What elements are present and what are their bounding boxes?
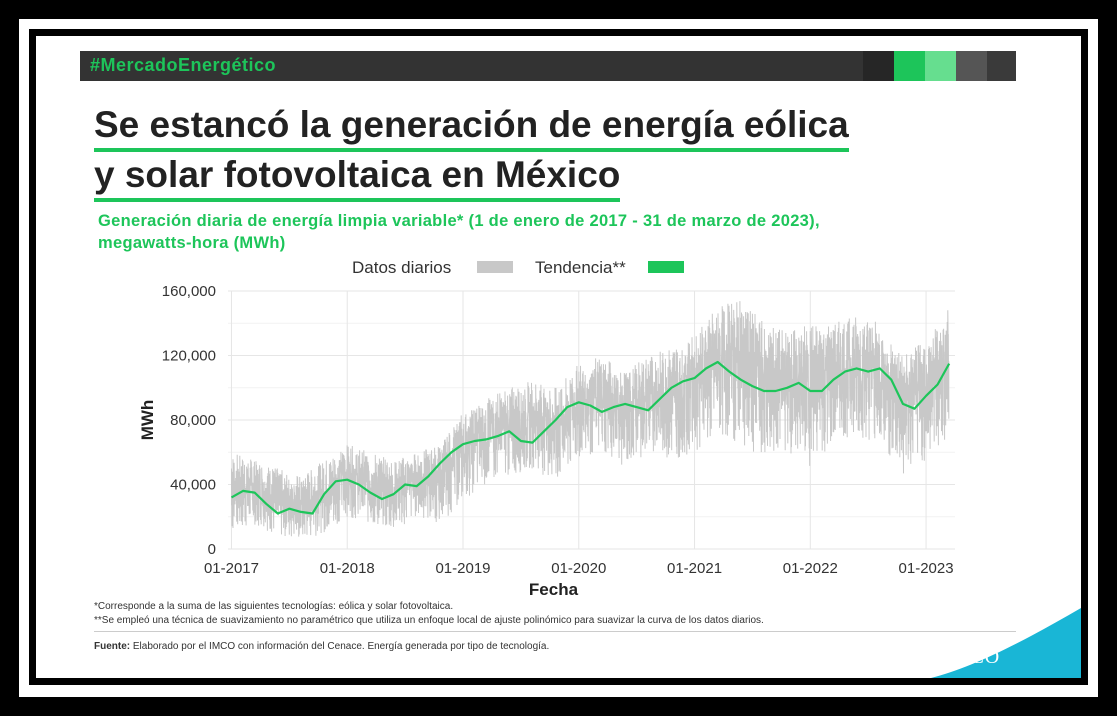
y-tick-label: 120,000 <box>162 348 216 365</box>
page-title: Se estancó la generación de energía eóli… <box>94 102 849 202</box>
divider <box>94 631 1016 632</box>
y-tick-label: 160,000 <box>162 283 216 300</box>
source-text: Fuente: Elaborado por el IMCO con inform… <box>94 641 549 652</box>
y-tick-label: 40,000 <box>170 477 216 494</box>
x-tick-label: 01-2017 <box>204 560 259 577</box>
banner-square <box>987 51 1016 81</box>
x-tick-label: 01-2021 <box>667 560 722 577</box>
subtitle-line-2: megawatts-hora (MWh) <box>98 234 286 252</box>
x-tick-label: 01-2023 <box>899 560 954 577</box>
title-line-2: y solar fotovoltaica en México <box>94 152 621 202</box>
footnote-1: *Corresponde a la suma de las siguientes… <box>94 601 454 612</box>
footnote-2: **Se empleó una técnica de suavizamiento… <box>94 615 764 626</box>
banner-square <box>863 51 894 81</box>
chart: 0 40,000 80,000 120,000 160,000 01-2017 01-201… <box>138 258 955 596</box>
banner-square <box>894 51 925 81</box>
hashtag-banner: #MercadoEnergético <box>80 51 1016 81</box>
legend-swatch-daily <box>477 261 513 273</box>
source-label: Fuente: <box>94 641 131 652</box>
x-tick-label: 01-2022 <box>783 560 838 577</box>
footnotes: *Corresponde a la suma de las siguientes… <box>94 600 764 628</box>
legend-swatch-trend <box>648 261 684 273</box>
subtitle-line-1: Generación diaria de energía limpia vari… <box>98 212 820 230</box>
x-tick-label: 01-2018 <box>320 560 375 577</box>
y-tick-label: 0 <box>208 541 216 558</box>
y-tick-label: 80,000 <box>170 412 216 429</box>
banner-square <box>925 51 956 81</box>
y-axis-title: MWh <box>138 400 157 441</box>
x-tick-label: 01-2020 <box>551 560 606 577</box>
banner-square <box>956 51 987 81</box>
daily-data-series <box>231 301 950 537</box>
x-axis-title: Fecha <box>529 580 579 596</box>
chart-subtitle: Generación diaria de energía limpia vari… <box>98 210 988 254</box>
slide: #MercadoEnergético Se estancó la generac… <box>36 36 1081 678</box>
source-body: Elaborado por el IMCO con información de… <box>130 641 550 652</box>
imco-logo: IMCO <box>944 646 1001 668</box>
corner-decoration <box>931 608 1081 678</box>
legend-label-daily: Datos diarios <box>352 258 451 277</box>
title-line-1: Se estancó la generación de energía eóli… <box>94 102 849 152</box>
hashtag-text: #MercadoEnergético <box>90 55 277 75</box>
x-tick-label: 01-2019 <box>435 560 490 577</box>
legend-label-trend: Tendencia** <box>535 258 626 277</box>
trend-line-series <box>230 360 951 515</box>
